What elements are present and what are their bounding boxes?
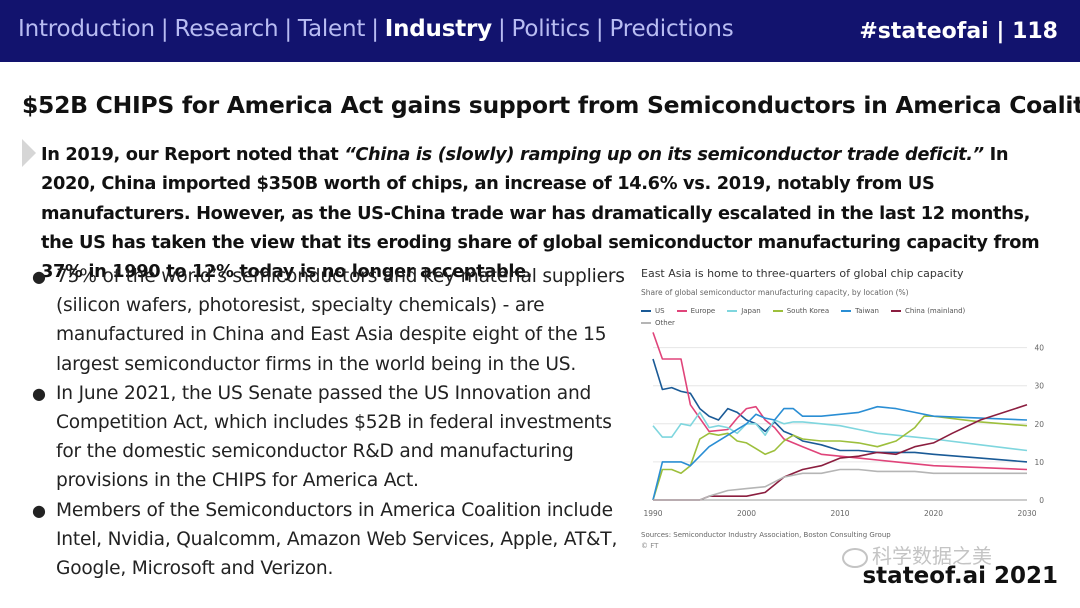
nav-separator: | [160,16,169,42]
nav-separator: | [497,16,506,42]
slide-title: $52B CHIPS for America Act gains support… [22,91,1080,119]
legend-item: Japan [727,305,761,317]
intro-arrow-icon [22,139,36,167]
legend-label: Taiwan [855,307,879,315]
bullet-text: 75% of the world’s semiconductors and ke… [56,266,625,375]
x-tick-label: 2020 [924,509,943,518]
bullet-item: ● In June 2021, the US Senate passed the … [28,379,628,496]
legend-item: Europe [676,305,716,317]
nav-item-politics[interactable]: Politics [511,16,591,42]
wechat-icon [842,547,868,568]
nav-item-talent[interactable]: Talent [297,16,366,42]
series-line-china-mainland [653,404,1028,501]
x-tick-label: 2000 [737,509,756,518]
series-line-other [653,468,1027,501]
intro-quote: “China is (slowly) ramping up on its sem… [344,144,984,165]
legend-item: South Korea [772,305,830,317]
publisher-mark: © FT [641,542,659,550]
legend-label: Other [655,319,675,327]
legend-item: Taiwan [841,305,879,317]
watermark: 科学数据之美 [842,540,992,569]
legend-label: US [655,307,665,315]
x-tick-label: 2010 [830,509,849,518]
nav-item-research[interactable]: Research [174,16,279,42]
series-line-south-korea [652,415,1028,501]
bullet-item: ● 75% of the world’s semiconductors and k… [28,262,628,379]
legend-swatch [676,310,687,312]
legend-swatch [727,310,738,312]
series-line-japan [652,411,1028,452]
nav-separator: | [371,16,379,42]
bullet-dot-icon: ● [32,500,46,520]
header-bar: Introduction | Research | Talent | Industry | Po… [0,0,1080,62]
bullet-item: ● Members of the Semiconductors in Americ… [28,496,628,584]
legend-label: Japan [741,307,761,315]
legend-item: US [641,305,665,317]
nav-item-introduction[interactable]: Introduction [18,16,155,42]
y-tick-label: 10 [1034,458,1044,467]
chart-legend: US Europe Japan South Korea Taiwan China (mai… [641,305,1021,329]
series-line-taiwan [652,405,1028,501]
chart-subtitle: Share of global semiconductor manufactur… [641,288,909,297]
bullet-list: ● 75% of the world’s semiconductors and k… [28,262,628,583]
nav-item-industry[interactable]: Industry [384,16,492,42]
legend-swatch [890,310,901,312]
y-tick-label: 0 [1039,496,1044,505]
legend-label: China (mainland) [904,307,966,315]
nav-item-predictions[interactable]: Predictions [609,16,734,42]
page-reference: #stateofai | 118 [859,19,1058,44]
y-tick-label: 30 [1034,382,1044,391]
chart-source: Sources: Semiconductor Industry Associat… [641,531,891,539]
nav-separator: | [595,16,604,42]
x-tick-label: 2030 [1017,509,1036,518]
intro-text-post: In 2020, China imported $350B worth of c… [41,144,1040,283]
watermark-text: 科学数据之美 [872,544,992,568]
y-tick-label: 40 [1034,344,1044,353]
legend-swatch [772,310,783,312]
legend-label: Europe [690,307,716,315]
legend-swatch [641,310,651,312]
chart-title: East Asia is home to three-quarters of g… [641,267,964,280]
bullet-text: Members of the Semiconductors in America… [56,499,618,580]
series-line-europe [652,332,1028,471]
legend-item: Other [641,317,675,329]
legend-item: China (mainland) [890,305,966,317]
nav-separator: | [284,16,292,42]
bullet-text: In June 2021, the US Senate passed the U… [56,382,612,492]
footer-brand: stateof.ai 2021 [862,563,1058,589]
section-nav: Introduction | Research | Talent | Industry | Po… [18,16,734,42]
intro-paragraph: In 2019, our Report noted that “China is… [41,140,1051,286]
y-tick-label: 20 [1034,420,1044,429]
bullet-dot-icon: ● [32,267,46,286]
bullet-dot-icon: ● [32,383,46,403]
legend-swatch [641,322,651,324]
intro-text-pre: In 2019, our Report noted that [41,144,345,165]
x-tick-label: 1990 [643,509,662,518]
legend-swatch [841,310,852,312]
legend-label: South Korea [786,307,830,315]
